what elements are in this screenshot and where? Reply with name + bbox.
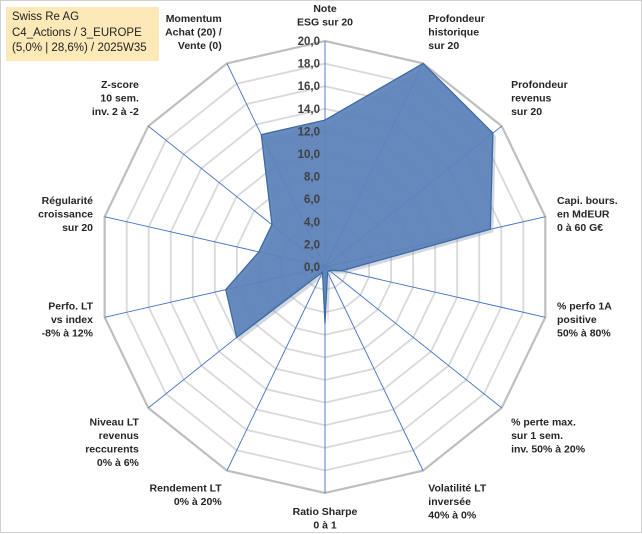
r-tick-label: 20,0 xyxy=(298,36,320,48)
r-tick-label: 8,0 xyxy=(304,172,320,184)
axis-label-line: Achat (20) / xyxy=(165,27,222,39)
axis-label-line: sur 20 xyxy=(511,106,542,118)
score-summary: (5,0% | 28,6%) / 2025W35 xyxy=(12,42,147,54)
axis-label-line: historique xyxy=(428,27,479,39)
axis-label-line: Vente (0) xyxy=(178,40,222,52)
axis-label: Profondeur historique sur 20 xyxy=(428,13,485,52)
axis-label-line: vs index xyxy=(51,314,93,326)
portfolio-category: C4_Actions / 3_EUROPE xyxy=(12,26,142,39)
spoke-line xyxy=(226,266,326,471)
axis-label: Ratio Sharpe 0 à 1 xyxy=(293,506,358,532)
axis-label: Rendement LT 0% à 20% xyxy=(150,482,223,508)
axis-label-line: Ratio Sharpe xyxy=(293,506,358,518)
axis-label-line: 0 à 60 G€ xyxy=(557,222,603,234)
axis-label-line: Rendement LT xyxy=(150,482,223,494)
axis-label-line: croissance xyxy=(38,208,93,220)
axis-label-line: en MdEUR xyxy=(557,208,610,220)
r-tick-label: 6,0 xyxy=(304,194,320,206)
axis-label-line: 0% à 6% xyxy=(97,457,140,469)
axis-label-line: Niveau LT xyxy=(89,416,139,428)
axis-label-line: 10 sem. xyxy=(100,93,139,105)
r-tick-label: 10,0 xyxy=(298,149,320,161)
axis-label-line: % perfo 1A xyxy=(557,301,612,313)
r-tick-label: 16,0 xyxy=(298,81,320,93)
axis-label-line: sur 1 sem. xyxy=(511,430,563,442)
axis-label-line: % perte max. xyxy=(511,416,576,428)
radial-tick-labels: 0,0 2,0 4,0 6,0 8,0 10,0 12,0 14,0 16,0 18,0 20,0 xyxy=(298,36,320,274)
axis-label-line: reccurents xyxy=(85,443,139,455)
axis-label: Niveau LT revenus reccurents 0% à 6% xyxy=(85,416,139,469)
axis-label-line: inv. 50% à 20% xyxy=(511,443,586,455)
company-name: Swiss Re AG xyxy=(12,11,80,23)
axis-label-line: Z-score xyxy=(101,79,139,91)
axis-label-line: 40% à 0% xyxy=(428,509,477,521)
axis-label: Capi. bours. en MdEUR 0 à 60 G€ xyxy=(557,195,618,234)
r-tick-label: 4,0 xyxy=(304,217,320,229)
r-tick-label: 2,0 xyxy=(304,239,320,251)
axis-label: Profondeur revenus sur 20 xyxy=(511,79,568,118)
spoke-line xyxy=(324,266,424,471)
axis-label-line: Profondeur xyxy=(511,79,568,91)
axis-label: Perfo. LT vs index -8% à 12% xyxy=(42,301,94,340)
axis-label-line: ESG sur 20 xyxy=(297,17,353,29)
axis-label-line: Volatilité LT xyxy=(428,482,487,494)
axis-label-line: inv. 2 à -2 xyxy=(92,106,139,118)
r-tick-label: 0,0 xyxy=(304,262,320,274)
axis-label-line: Régularité xyxy=(42,195,94,207)
category-labels: Note ESG sur 20 Profondeur historique sur 20… xyxy=(38,3,618,532)
r-tick-label: 18,0 xyxy=(298,59,320,71)
axis-label-line: 50% à 80% xyxy=(557,328,611,340)
axis-label-line: sur 20 xyxy=(62,222,93,234)
axis-label-line: revenus xyxy=(99,430,139,442)
axis-label-line: Perfo. LT xyxy=(48,301,93,313)
series-area xyxy=(225,62,494,339)
chart-title-box: Swiss Re AG C4_Actions / 3_EUROPE (5,0% … xyxy=(6,7,159,61)
axis-label-line: Note xyxy=(313,3,336,15)
r-tick-label: 14,0 xyxy=(298,104,320,116)
axis-label-line: 0 à 1 xyxy=(313,520,337,532)
radar-series xyxy=(225,62,496,341)
axis-label: % perte max. sur 1 sem. inv. 50% à 20% xyxy=(511,416,586,455)
axis-label-line: inversée xyxy=(428,496,471,508)
r-tick-label: 12,0 xyxy=(298,126,320,138)
axis-label-line: Profondeur xyxy=(428,13,485,25)
axis-label-line: Momentum xyxy=(166,13,222,25)
axis-label-line: positive xyxy=(557,314,597,326)
axis-label: Momentum Achat (20) / Vente (0) xyxy=(165,13,222,52)
spoke-line xyxy=(324,266,546,318)
axis-label: Note ESG sur 20 xyxy=(297,3,353,29)
axis-label-line: sur 20 xyxy=(428,40,459,52)
axis-label: % perfo 1A positive 50% à 80% xyxy=(557,301,612,340)
axis-label: Volatilité LT inversée 40% à 0% xyxy=(428,482,487,521)
axis-label-line: Capi. bours. xyxy=(557,195,618,207)
spoke-line xyxy=(324,266,502,409)
axis-label-line: 0% à 20% xyxy=(174,496,223,508)
axis-label: Régularité croissance sur 20 xyxy=(38,195,93,234)
axis-label-line: revenus xyxy=(511,93,551,105)
axis-label: Z-score 10 sem. inv. 2 à -2 xyxy=(92,79,139,118)
axis-label-line: -8% à 12% xyxy=(42,328,94,340)
